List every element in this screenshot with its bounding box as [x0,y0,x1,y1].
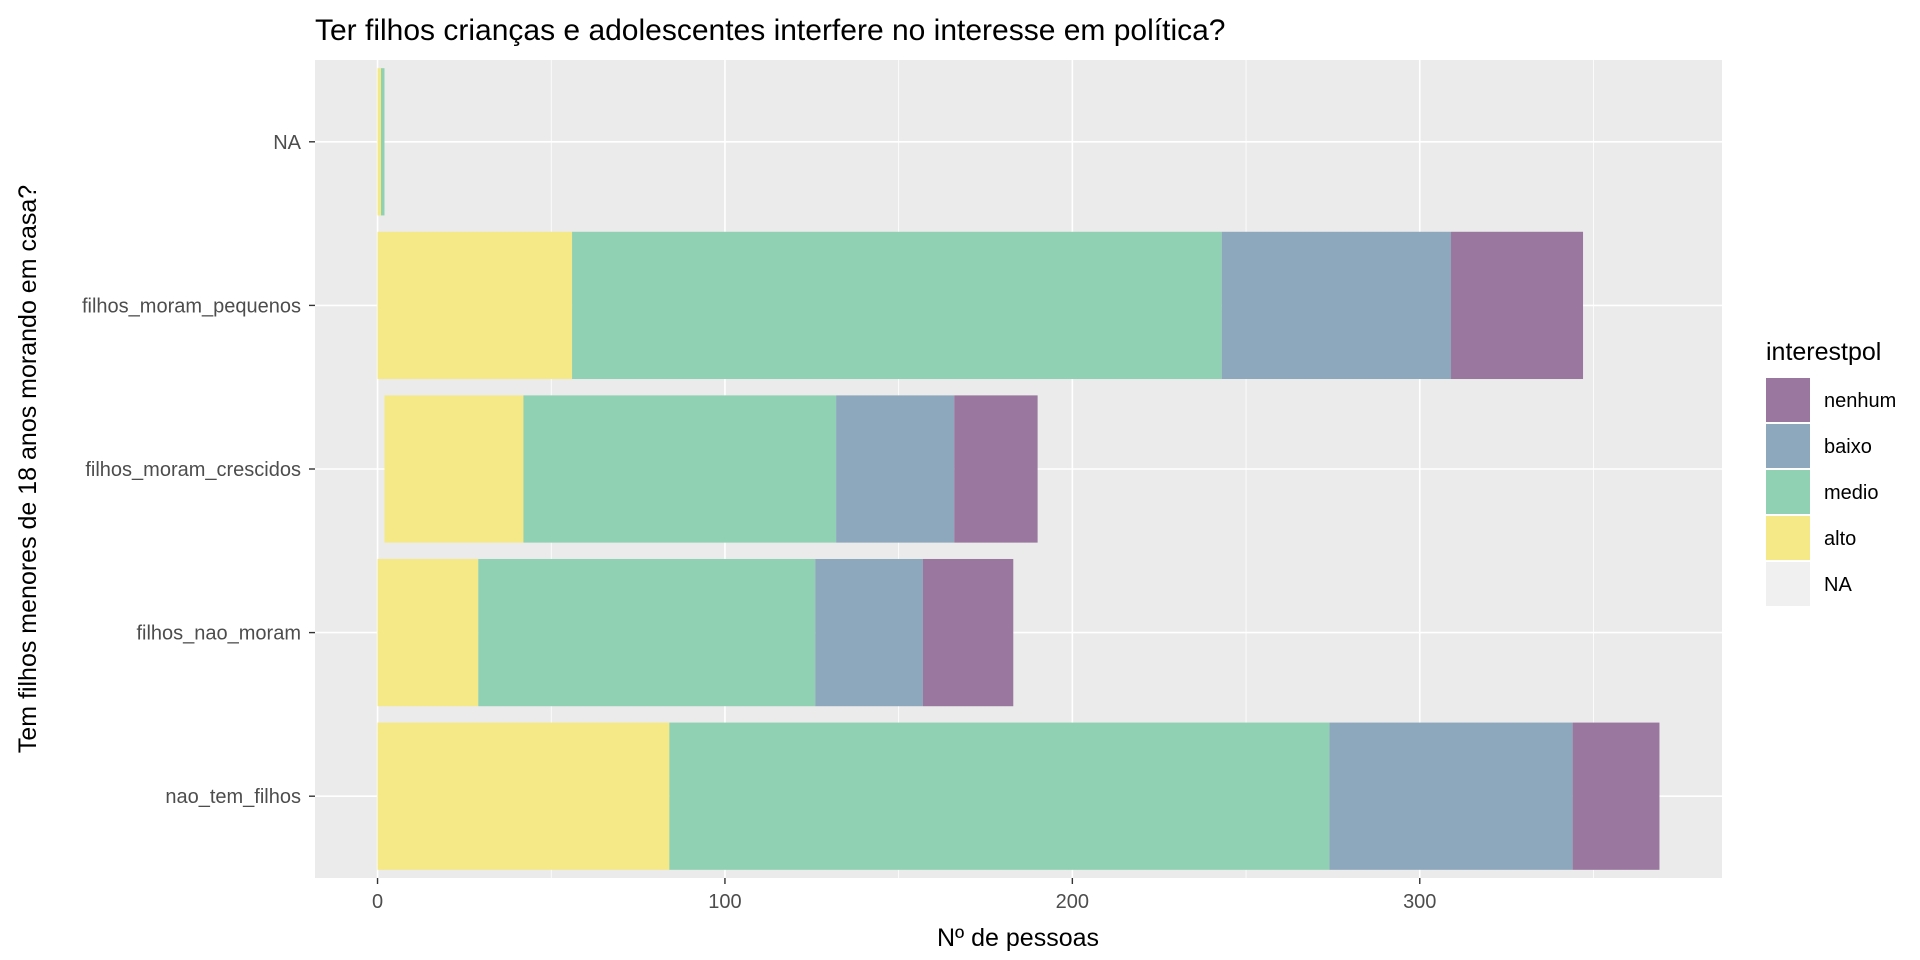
y-tick-label: nao_tem_filhos [165,786,301,808]
y-axis-ticks: nao_tem_filhos filhos_nao_moram filhos_mor… [82,132,315,808]
bar-filhos_nao_moram-baixo [815,558,923,707]
legend-key-nenhum [1766,378,1810,422]
legend-items: nenhum baixo medio alto NA [1766,378,1896,606]
bar-nao_tem_filhos-baixo [1329,722,1573,870]
legend-key-baixo [1766,424,1810,468]
bar-filhos_moram_crescidos-alto [384,395,524,543]
legend-key-alto [1766,516,1810,560]
bar-filhos_moram_pequenos-baixo [1221,231,1452,380]
bar-filhos_moram_pequenos-alto [377,231,573,380]
bar-filhos_moram_crescidos-baixo [836,395,955,543]
legend-label: nenhum [1824,390,1896,412]
legend-label: medio [1824,482,1878,504]
bar-filhos_moram_pequenos-nenhum [1451,231,1584,380]
bar-filhos_moram_crescidos-nenhum [954,395,1038,543]
bar-filhos_nao_moram-nenhum [922,558,1014,707]
x-tick-label: 300 [1403,891,1436,913]
legend-label: NA [1824,574,1852,596]
bar-nao_tem_filhos-alto [377,722,670,870]
x-axis-ticks: 0 100 200 300 [372,878,1436,913]
x-tick-label: 0 [372,891,383,913]
legend-title: interestpol [1766,338,1881,366]
y-tick-label: filhos_nao_moram [136,623,301,645]
y-tick-label: NA [273,132,301,154]
bar-NA-alto [377,68,382,216]
y-tick-label: filhos_moram_crescidos [85,459,301,481]
bar-filhos_nao_moram-medio [478,558,816,707]
x-axis-title: Nº de pessoas [937,924,1099,952]
chart-title: Ter filhos crianças e adolescentes inter… [315,14,1225,47]
legend-key-NA [1766,562,1810,606]
bar-nao_tem_filhos-nenhum [1572,722,1660,870]
legend-label: baixo [1824,436,1872,458]
legend-key-medio [1766,470,1810,514]
x-tick-label: 200 [1056,891,1089,913]
bar-filhos_moram_pequenos-medio [572,231,1222,380]
bar-nao_tem_filhos-medio [669,722,1330,870]
bar-NA-medio [381,68,385,216]
bars [377,68,1660,870]
y-tick-label: filhos_moram_pequenos [82,295,301,317]
bar-filhos_nao_moram-alto [377,558,479,707]
legend-label: alto [1824,528,1856,550]
bar-filhos_moram_crescidos-medio [523,395,837,543]
legend: interestpol nenhum baixo medio alto NA [1766,338,1896,606]
x-tick-label: 100 [708,891,741,913]
y-axis-title: Tem filhos menores de 18 anos morando em… [14,185,42,753]
